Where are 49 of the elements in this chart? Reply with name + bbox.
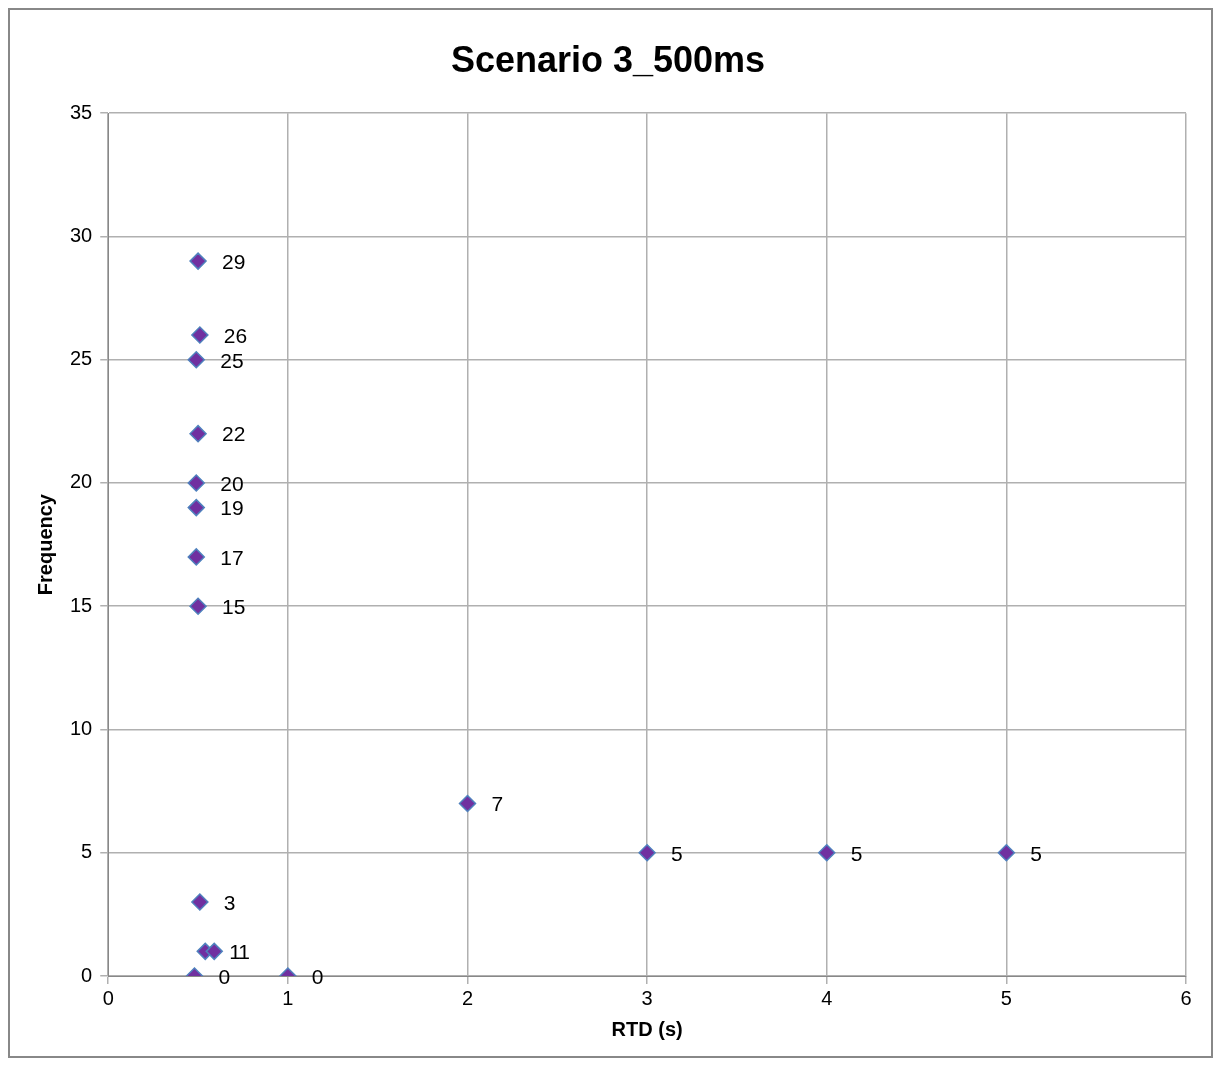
point (191, 326, 209, 344)
data-label: 19 (220, 496, 244, 520)
point (187, 350, 206, 369)
point (189, 597, 207, 615)
data-label: 0 (311, 964, 324, 988)
x-tick-label: 1 (282, 986, 294, 1009)
point (191, 893, 209, 911)
x-axis-title: RTD (s) (611, 1017, 683, 1040)
point (187, 474, 206, 492)
x-tick-label: 5 (1000, 986, 1012, 1009)
point (205, 942, 223, 961)
chart-title: Scenario 3_500ms (450, 38, 766, 80)
data-label: 17 (220, 545, 244, 569)
data-label: 1 (238, 940, 250, 964)
data-label: 7 (491, 792, 504, 816)
y-tick-label: 25 (70, 347, 93, 370)
y-tick-label: 30 (70, 223, 93, 246)
x-tick-label: 0 (102, 986, 114, 1009)
x-tick-label: 6 (1180, 986, 1192, 1009)
y-tick-label: 15 (70, 593, 93, 616)
point (189, 252, 207, 270)
data-label: 20 (220, 471, 244, 495)
data-label: 1 (229, 940, 241, 964)
x-tick-label: 4 (821, 986, 833, 1009)
point (997, 843, 1016, 862)
data-label: 5 (1030, 841, 1043, 865)
x-tick-label: 2 (461, 986, 474, 1009)
y-tick-label: 0 (81, 963, 93, 986)
x-tick-label: 3 (641, 986, 653, 1009)
y-tick-label: 10 (70, 717, 93, 739)
y-tick-label: 20 (70, 470, 93, 493)
data-label: 0 (218, 964, 231, 988)
point (818, 843, 836, 862)
point (458, 794, 477, 813)
point (638, 843, 656, 862)
data-label: 26 (223, 323, 248, 347)
data-label: 29 (222, 249, 246, 273)
point (187, 548, 206, 566)
data-label: 22 (222, 422, 246, 446)
data-label: 25 (220, 348, 244, 372)
data-label: 3 (223, 890, 236, 914)
data-label: 5 (671, 841, 683, 865)
y-tick-label: 5 (81, 840, 93, 863)
data-label: 15 (222, 595, 246, 619)
y-tick-label: 35 (70, 100, 93, 123)
data-label: 5 (850, 841, 863, 865)
point (189, 424, 207, 443)
y-axis-title: Frequency (33, 493, 56, 596)
point (187, 498, 206, 517)
